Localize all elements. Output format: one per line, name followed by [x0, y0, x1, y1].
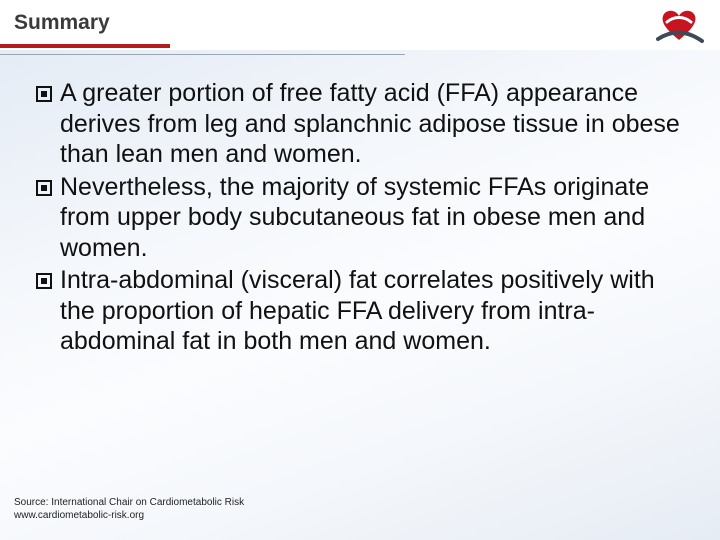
page-title: Summary — [14, 11, 110, 35]
bullet-marker-icon — [36, 180, 52, 196]
bullet-marker-icon — [36, 86, 52, 102]
list-item: Intra-abdominal (visceral) fat correlate… — [36, 265, 684, 357]
bullet-marker-icon — [36, 273, 52, 289]
content-area: A greater portion of free fatty acid (FF… — [36, 78, 684, 359]
bullet-text: Intra-abdominal (visceral) fat correlate… — [60, 265, 684, 357]
list-item: Nevertheless, the majority of systemic F… — [36, 172, 684, 264]
accent-rule-red — [0, 44, 170, 48]
source-line-1: Source: International Chair on Cardiomet… — [14, 497, 244, 510]
slide: Summary A greater portion of free fatty … — [0, 0, 720, 540]
bullet-text: Nevertheless, the majority of systemic F… — [60, 172, 684, 264]
source-citation: Source: International Chair on Cardiomet… — [14, 497, 244, 522]
bullet-text: A greater portion of free fatty acid (FF… — [60, 78, 684, 170]
heart-icon — [654, 6, 704, 44]
brand-logo — [654, 6, 704, 44]
accent-rule-gray — [0, 54, 405, 55]
list-item: A greater portion of free fatty acid (FF… — [36, 78, 684, 170]
source-line-2: www.cardiometabolic-risk.org — [14, 510, 244, 523]
